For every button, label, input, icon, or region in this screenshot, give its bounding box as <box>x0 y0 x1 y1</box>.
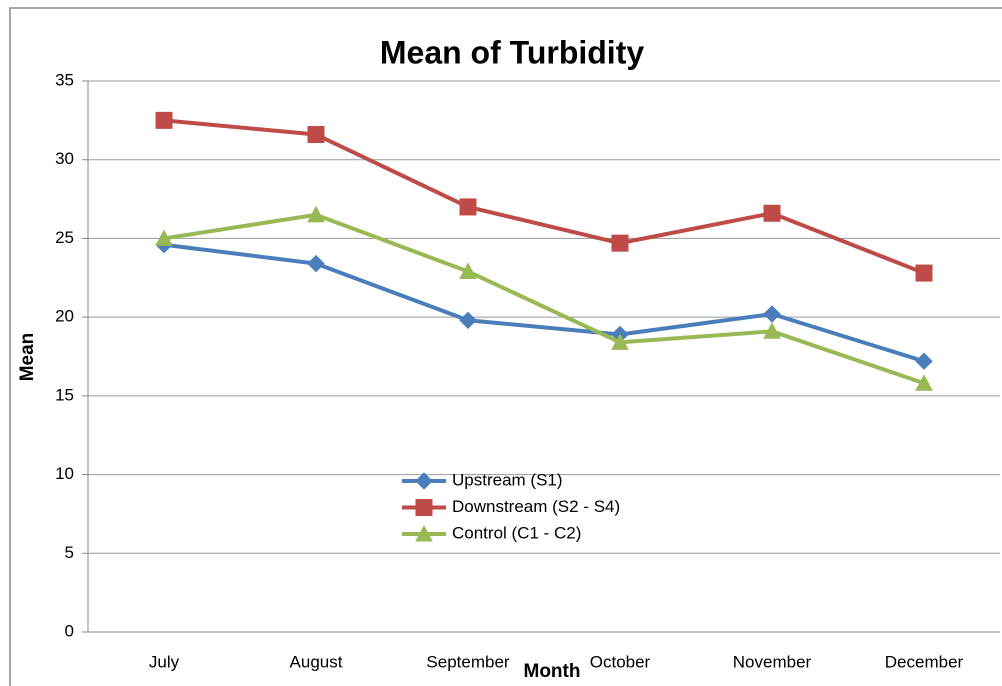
x-tick-label: September <box>426 652 509 671</box>
data-point <box>915 352 933 370</box>
legend-label: Upstream (S1) <box>452 470 563 489</box>
data-point <box>155 229 173 246</box>
legend-marker <box>415 499 433 516</box>
data-point <box>459 262 477 279</box>
series-line <box>163 212 925 386</box>
y-tick-label: 15 <box>55 385 74 404</box>
data-point <box>459 198 477 216</box>
series-line <box>163 242 925 364</box>
x-axis-title: Month <box>524 661 581 682</box>
x-tick-label: August <box>290 652 343 671</box>
data-point <box>611 234 629 252</box>
data-point <box>915 264 933 282</box>
data-point <box>307 205 325 223</box>
y-tick-label: 5 <box>65 543 74 562</box>
y-tick-label: 10 <box>55 464 74 483</box>
data-point <box>763 322 781 339</box>
y-tick-label: 35 <box>55 70 74 89</box>
legend-label: Control (C1 - C2) <box>452 523 581 542</box>
data-point <box>155 111 173 129</box>
data-point <box>915 374 933 391</box>
y-tick-label: 20 <box>55 307 74 326</box>
chart-title: Mean of Turbidity <box>380 34 644 70</box>
legend-label: Downstream (S2 - S4) <box>452 497 620 516</box>
legend-marker <box>415 472 433 490</box>
legend: Upstream (S1) Downstream (S2 - S4) Control… <box>402 470 620 542</box>
y-axis-title: Mean <box>17 333 38 382</box>
data-point <box>611 333 629 350</box>
legend-marker <box>415 524 433 542</box>
x-tick-label: November <box>733 652 812 671</box>
y-tick-label: 0 <box>65 621 74 640</box>
data-point <box>307 126 325 144</box>
y-tick-label: 25 <box>55 228 74 247</box>
data-point <box>763 204 781 222</box>
x-tick-label: October <box>590 652 651 671</box>
series-line <box>163 118 925 275</box>
x-tick-label: July <box>149 652 180 671</box>
chart-frame <box>9 7 1002 686</box>
data-point <box>307 254 325 273</box>
data-point <box>459 311 477 329</box>
x-tick-label: December <box>885 652 964 671</box>
y-tick-label: 30 <box>55 149 74 168</box>
data-point <box>763 305 781 323</box>
